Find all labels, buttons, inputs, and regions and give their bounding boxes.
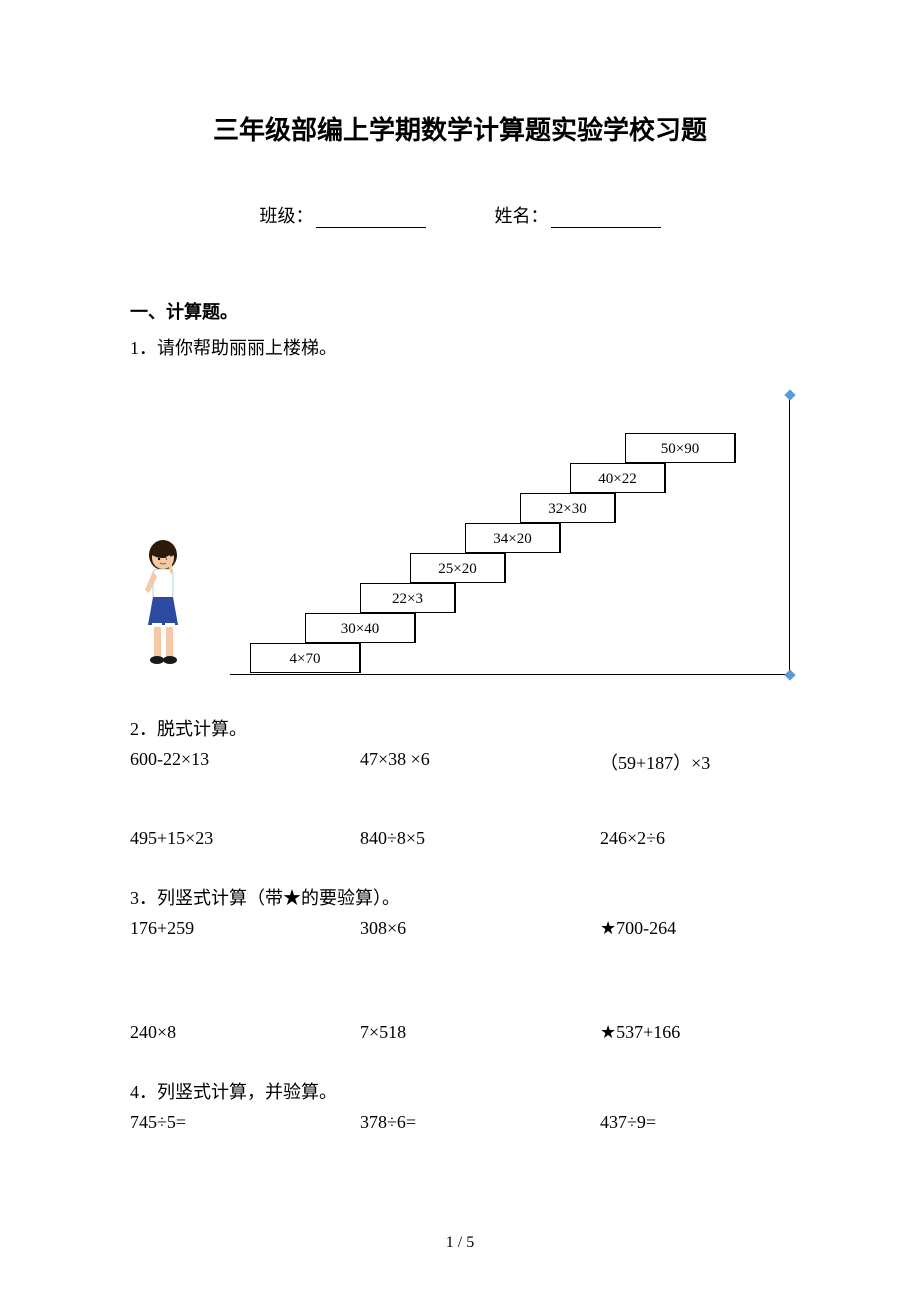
staircase-riser — [455, 583, 456, 613]
diamond-top — [784, 389, 795, 400]
q3-row1: 176+259 308×6 ★700‐264 — [130, 918, 790, 939]
name-blank — [551, 208, 661, 228]
q4-r1c2: 378÷6= — [360, 1112, 600, 1133]
q4-r1c1: 745÷5= — [130, 1112, 360, 1133]
staircase-riser — [560, 523, 561, 553]
q3-r2c2: 7×518 — [360, 1022, 600, 1043]
q3-label: 3．列竖式计算（带★的要验算）。 — [130, 884, 790, 910]
staircase-step: 32×30 — [520, 493, 615, 523]
staircase-step: 40×22 — [570, 463, 665, 493]
staircase-baseline — [230, 674, 790, 675]
q3-r2c3: ★537+166 — [600, 1022, 790, 1043]
q2-r2c1: 495+15×23 — [130, 828, 360, 849]
page-number: 1 / 5 — [0, 1234, 920, 1252]
staircase-riser — [360, 643, 361, 673]
staircase-riser — [505, 553, 506, 583]
q2-r2c3: 246×2÷6 — [600, 828, 790, 849]
q2-r1c2: 47×38 ×6 — [360, 749, 600, 775]
girl-icon — [130, 535, 200, 670]
staircase-step: 50×90 — [625, 433, 735, 463]
q2-r2c2: 840÷8×5 — [360, 828, 600, 849]
staircase-riser — [415, 613, 416, 643]
q2-row2: 495+15×23 840÷8×5 246×2÷6 — [130, 828, 790, 849]
class-blank — [316, 208, 426, 228]
q2-label: 2．脱式计算。 — [130, 715, 790, 741]
staircase-step: 30×40 — [305, 613, 415, 643]
student-info-line: 班级： 姓名： — [130, 202, 790, 228]
staircase-rightline — [789, 395, 790, 675]
staircase-step: 22×3 — [360, 583, 455, 613]
q4-label: 4．列竖式计算，并验算。 — [130, 1078, 790, 1104]
q1-label: 1．请你帮助丽丽上楼梯。 — [130, 334, 790, 360]
staircase-riser — [615, 493, 616, 523]
q2-r1c1: 600-22×13 — [130, 749, 360, 775]
staircase-riser — [665, 463, 666, 493]
q4-r1c3: 437÷9= — [600, 1112, 790, 1133]
staircase-step: 25×20 — [410, 553, 505, 583]
name-label: 姓名： — [495, 206, 549, 226]
q3-r1c3: ★700‐264 — [600, 918, 790, 939]
staircase-step: 34×20 — [465, 523, 560, 553]
q3-r2c1: 240×8 — [130, 1022, 360, 1043]
class-label: 班级： — [260, 206, 314, 226]
staircase-step: 4×70 — [250, 643, 360, 673]
section-heading: 一、计算题。 — [130, 298, 790, 324]
staircase-riser — [735, 433, 736, 463]
diamond-bottom — [784, 669, 795, 680]
q3-row2: 240×8 7×518 ★537+166 — [130, 1022, 790, 1043]
staircase-diagram: 4×7030×4022×325×2034×2032×3040×2250×90 — [230, 385, 790, 675]
page-title: 三年级部编上学期数学计算题实验学校习题 — [130, 110, 790, 147]
q2-row1: 600-22×13 47×38 ×6 （59+187）×3 — [130, 749, 790, 775]
q2-r1c3: （59+187）×3 — [600, 749, 790, 775]
q4-row1: 745÷5= 378÷6= 437÷9= — [130, 1112, 790, 1133]
q3-r1c2: 308×6 — [360, 918, 600, 939]
q3-r1c1: 176+259 — [130, 918, 360, 939]
